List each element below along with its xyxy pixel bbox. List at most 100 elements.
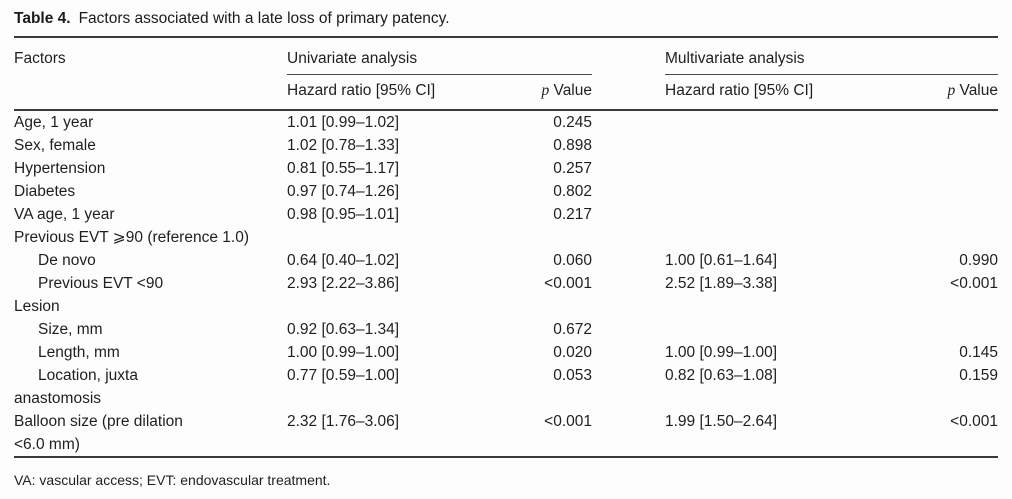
uv-hazard-ratio-cell: 2.93 [2.22–3.86]: [287, 275, 400, 292]
table-row: Size, mm 0.92 [0.63–1.34] 0.672: [14, 318, 998, 341]
table-footnote: VA: vascular access; EVT: endovascular t…: [14, 472, 331, 488]
table-row: Balloon size (pre dilation 2.32 [1.76–3.0…: [14, 410, 998, 433]
mv-p-value-cell: 0.145: [959, 344, 998, 361]
table-row: VA age, 1 year 0.98 [0.95–1.01] 0.217: [14, 203, 998, 226]
mv-hazard-ratio-cell: [665, 110, 850, 134]
mv-p-value-cell: [850, 226, 998, 249]
table-row: Hypertension 0.81 [0.55–1.17] 0.257: [14, 157, 998, 180]
uv-p-value-cell: 0.672: [553, 321, 592, 338]
p-word: Value: [959, 82, 999, 99]
gap-cell: [592, 134, 665, 157]
mv-p-value-cell: [850, 203, 998, 226]
mv-p-value-cell: [850, 157, 998, 180]
mv-hazard-ratio-cell: 1.00 [0.99–1.00]: [665, 344, 778, 361]
p-symbol: p: [541, 82, 550, 99]
mv-hazard-ratio-cell: [665, 318, 850, 341]
mv-p-value-cell: <0.001: [950, 413, 998, 430]
header-gap: [592, 74, 665, 111]
factor-cell: VA age, 1 year: [14, 206, 115, 223]
factor-cell: Lesion: [14, 298, 60, 315]
factor-cell: Balloon size (pre dilation: [14, 413, 183, 430]
table-caption-text: Factors associated with a late loss of p…: [78, 10, 450, 27]
factor-cell: Hypertension: [14, 160, 106, 177]
uv-hazard-ratio-cell: [287, 387, 470, 410]
mv-hazard-ratio-cell: [665, 134, 850, 157]
factor-cell: anastomosis: [14, 390, 102, 407]
mv-hazard-ratio-cell: 1.99 [1.50–2.64]: [665, 413, 778, 430]
uv-hazard-ratio-cell: 0.64 [0.40–1.02]: [287, 252, 400, 269]
mv-p-value-cell: [850, 110, 998, 134]
uv-p-value-cell: [470, 433, 592, 457]
uv-p-value-cell: 0.060: [553, 252, 592, 269]
mv-hazard-ratio-cell: [665, 180, 850, 203]
table-row: Diabetes 0.97 [0.74–1.26] 0.802: [14, 180, 998, 203]
mv-p-value-cell: 0.159: [959, 367, 998, 384]
factor-cell: De novo: [38, 252, 96, 269]
factor-cell: <6.0 mm): [14, 436, 80, 453]
table-row: Previous EVT ⩾90 (reference 1.0): [14, 226, 998, 249]
factor-cell: Size, mm: [38, 321, 103, 338]
uv-hazard-ratio-cell: 0.98 [0.95–1.01]: [287, 206, 400, 223]
mv-p-value-cell: [850, 387, 998, 410]
uv-hazard-ratio-cell: 0.92 [0.63–1.34]: [287, 321, 400, 338]
factor-cell: Previous EVT <90: [38, 275, 164, 292]
column-group-multivariate: Multivariate analysis: [665, 37, 998, 75]
uv-p-value-cell: 0.245: [553, 114, 592, 131]
uv-hazard-ratio-cell: 2.32 [1.76–3.06]: [287, 413, 400, 430]
uv-hazard-ratio-cell: 0.77 [0.59–1.00]: [287, 367, 400, 384]
factor-cell: Previous EVT ⩾90 (reference 1.0): [14, 229, 249, 246]
gap-cell: [592, 433, 665, 457]
uv-hazard-ratio-cell: 0.81 [0.55–1.17]: [287, 160, 400, 177]
mv-p-value-cell: [850, 134, 998, 157]
table-row: Previous EVT <90 2.93 [2.22–3.86] <0.001 2.…: [14, 272, 998, 295]
gap-cell: [592, 318, 665, 341]
uv-p-value-cell: 0.217: [553, 206, 592, 223]
column-header-mv-p-value: p Value: [850, 74, 999, 111]
uv-hazard-ratio-cell: [287, 226, 470, 249]
gap-cell: [592, 249, 665, 272]
gap-cell: [592, 157, 665, 180]
mv-p-value-cell: [850, 295, 998, 318]
header-gap: [592, 37, 665, 75]
factor-cell: Sex, female: [14, 137, 96, 154]
uv-p-value-cell: <0.001: [544, 413, 592, 430]
table-body: Age, 1 year 1.01 [0.99–1.02] 0.245 Sex, fem…: [14, 110, 998, 457]
mv-hazard-ratio-cell: [665, 203, 850, 226]
uv-p-value-cell: [470, 387, 592, 410]
uv-hazard-ratio-cell: 0.97 [0.74–1.26]: [287, 183, 400, 200]
table-row: Age, 1 year 1.01 [0.99–1.02] 0.245: [14, 110, 998, 134]
uv-hazard-ratio-cell: 1.01 [0.99–1.02]: [287, 114, 400, 131]
column-header-mv-hazard-ratio: Hazard ratio [95% CI]: [665, 74, 850, 111]
mv-hazard-ratio-cell: [665, 387, 850, 410]
mv-hazard-ratio-cell: 0.82 [0.63–1.08]: [665, 367, 778, 384]
uv-p-value-cell: [470, 295, 592, 318]
uv-p-value-cell: 0.257: [553, 160, 592, 177]
table-row: anastomosis: [14, 387, 998, 410]
gap-cell: [592, 110, 665, 134]
table-number: Table 4.: [14, 10, 71, 27]
table-header: Factors Univariate analysis Multivariate…: [14, 37, 999, 111]
mv-p-value-cell: [850, 180, 998, 203]
gap-cell: [592, 272, 665, 295]
factor-cell: Location, juxta: [38, 367, 138, 384]
gap-cell: [592, 180, 665, 203]
uv-hazard-ratio-cell: [287, 295, 470, 318]
gap-cell: [592, 364, 665, 387]
group-header-row: Factors Univariate analysis Multivariate…: [14, 37, 998, 111]
p-symbol: p: [947, 82, 956, 99]
p-word: Value: [553, 82, 593, 99]
uv-hazard-ratio-cell: [287, 433, 470, 457]
uv-p-value-cell: 0.020: [553, 344, 592, 361]
uv-p-value-cell: 0.802: [553, 183, 592, 200]
table-row: Sex, female 1.02 [0.78–1.33] 0.898: [14, 134, 998, 157]
mv-p-value-cell: [850, 433, 998, 457]
uv-p-value-cell: [470, 226, 592, 249]
gap-cell: [592, 226, 665, 249]
mv-p-value-cell: 0.990: [959, 252, 998, 269]
table-row: Lesion: [14, 295, 998, 318]
mv-p-value-cell: <0.001: [950, 275, 998, 292]
gap-cell: [592, 341, 665, 364]
gap-cell: [592, 295, 665, 318]
factor-cell: Diabetes: [14, 183, 76, 200]
gap-cell: [592, 410, 665, 433]
